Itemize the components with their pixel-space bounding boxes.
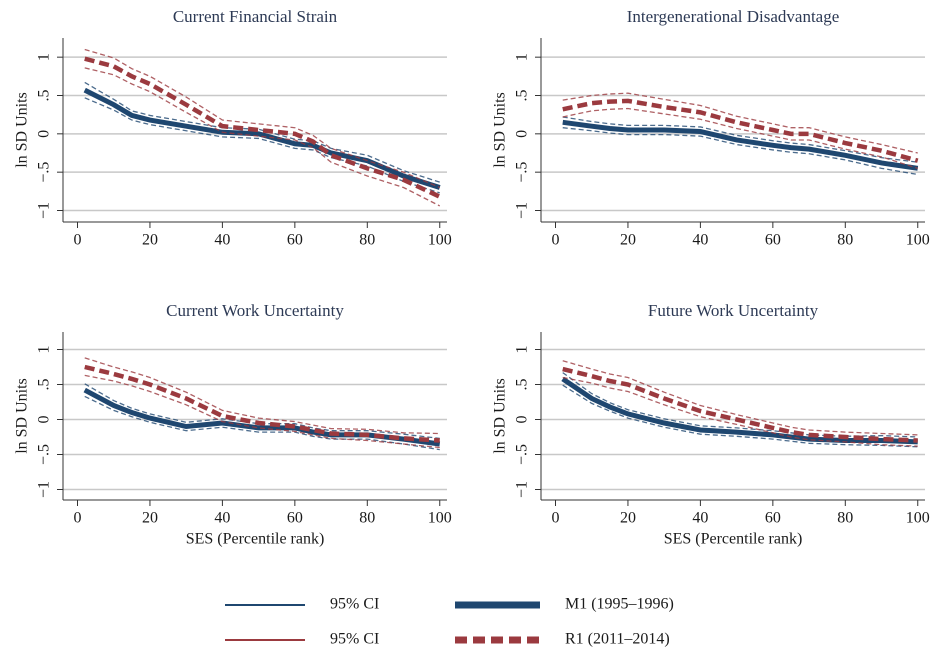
- x-tick-label: 80: [837, 510, 853, 527]
- legend: 95% CI M1 (1995–1996) 95% CI R1 (2011–20…: [225, 596, 674, 648]
- y-axis-label: ln SD Units: [492, 92, 509, 168]
- x-tick-label: 0: [73, 510, 81, 527]
- x-tick-label: 20: [142, 510, 158, 527]
- legend-label: M1 (1995–1996): [565, 596, 674, 613]
- x-tick-label: 80: [837, 232, 853, 249]
- panel: Future Work Uncertainty ln SD Units SES (P…: [492, 301, 930, 548]
- series-line: [562, 119, 919, 171]
- x-tick-label: 80: [359, 232, 375, 249]
- series-line: [83, 387, 441, 447]
- panel: Current Financial Strain ln SD Units −1 −.5…: [14, 7, 452, 249]
- y-tick-label: 1: [514, 346, 531, 354]
- y-tick-label: .5: [36, 379, 53, 391]
- y-tick-label: 0: [36, 130, 53, 138]
- y-tick-label: −.5: [36, 444, 53, 465]
- x-tick-label: 60: [765, 510, 781, 527]
- y-tick-label: 0: [514, 416, 531, 424]
- x-tick-label: 100: [906, 510, 930, 527]
- panel-title: Current Financial Strain: [173, 7, 338, 26]
- ci-line: [84, 395, 440, 451]
- ci-line: [84, 67, 441, 207]
- series-line: [561, 376, 918, 445]
- ci-line: [562, 372, 918, 438]
- y-axis-label: ln SD Units: [14, 378, 31, 454]
- ci-line: [84, 357, 440, 435]
- x-tick-label: 40: [692, 232, 708, 249]
- ci-line: [562, 360, 918, 436]
- ci-line: [84, 383, 440, 440]
- y-tick-label: −.5: [36, 162, 53, 183]
- y-tick-label: .5: [514, 379, 531, 391]
- panel: Current Work Uncertainty ln SD Units SES (…: [14, 301, 452, 548]
- legend-label: 95% CI: [330, 631, 379, 648]
- x-tick-label: 60: [287, 232, 303, 249]
- y-tick-label: −.5: [514, 162, 531, 183]
- y-tick-label: .5: [36, 90, 53, 102]
- y-tick-label: 1: [514, 53, 531, 61]
- x-tick-label: 40: [692, 510, 708, 527]
- y-tick-label: 1: [36, 346, 53, 354]
- x-tick-label: 60: [765, 232, 781, 249]
- x-tick-label: 20: [142, 232, 158, 249]
- x-tick-label: 100: [428, 232, 452, 249]
- x-tick-label: 100: [428, 510, 452, 527]
- y-tick-label: .5: [514, 90, 531, 102]
- x-tick-label: 20: [620, 510, 636, 527]
- y-tick-label: 1: [36, 53, 53, 61]
- ci-line: [84, 48, 441, 189]
- ci-line: [562, 384, 918, 448]
- y-tick-label: −.5: [514, 444, 531, 465]
- x-tick-label: 80: [359, 510, 375, 527]
- ci-line: [562, 107, 918, 169]
- ci-line: [562, 127, 918, 176]
- series-line: [562, 98, 919, 163]
- y-tick-label: 0: [514, 130, 531, 138]
- y-axis-label: ln SD Units: [492, 378, 509, 454]
- x-tick-label: 60: [287, 510, 303, 527]
- y-tick-label: −1: [36, 481, 53, 498]
- ci-line: [562, 92, 918, 154]
- y-tick-label: −1: [514, 481, 531, 498]
- x-axis-label: SES (Percentile rank): [664, 531, 803, 548]
- x-tick-label: 40: [214, 232, 230, 249]
- x-tick-label: 0: [73, 232, 81, 249]
- panel-title: Intergenerational Disadvantage: [627, 7, 840, 26]
- legend-label: R1 (2011–2014): [565, 631, 670, 648]
- x-tick-label: 40: [214, 510, 230, 527]
- y-tick-label: −1: [514, 202, 531, 219]
- y-axis-label: ln SD Units: [14, 92, 31, 168]
- panel: Intergenerational Disadvantage ln SD Unit…: [492, 7, 930, 249]
- panel-title: Current Work Uncertainty: [166, 301, 344, 320]
- series-line: [562, 366, 918, 443]
- x-tick-label: 0: [551, 232, 559, 249]
- series-line: [84, 364, 440, 443]
- series-line: [84, 56, 441, 199]
- x-tick-label: 100: [906, 232, 930, 249]
- y-tick-label: 0: [36, 416, 53, 424]
- panel-title: Future Work Uncertainty: [648, 301, 819, 320]
- ci-line: [562, 376, 918, 447]
- x-tick-label: 0: [551, 510, 559, 527]
- ci-line: [84, 97, 440, 194]
- y-tick-label: −1: [36, 202, 53, 219]
- x-tick-label: 20: [620, 232, 636, 249]
- legend-label: 95% CI: [330, 596, 379, 613]
- ci-line: [84, 374, 440, 449]
- x-axis-label: SES (Percentile rank): [186, 531, 325, 548]
